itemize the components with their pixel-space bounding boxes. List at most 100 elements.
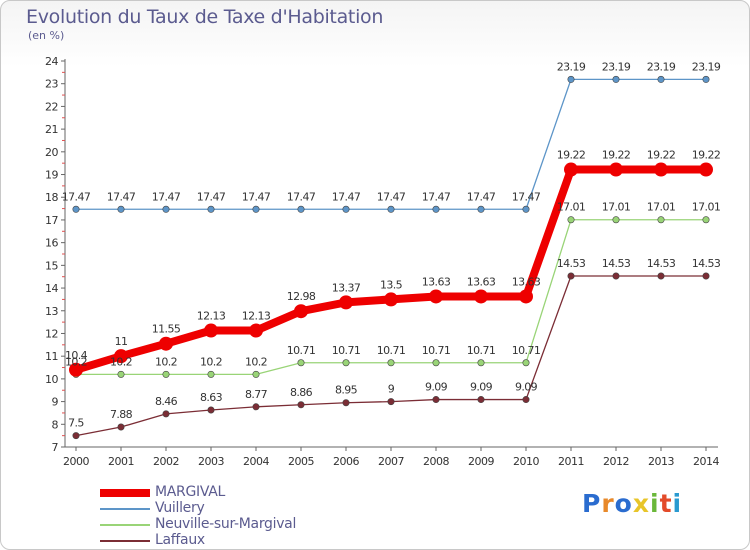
data-label: 14.53 xyxy=(692,257,721,270)
y-tick-label: 11 xyxy=(45,350,58,363)
x-tick-label: 2010 xyxy=(513,455,539,468)
data-point xyxy=(294,304,308,319)
data-point xyxy=(162,370,170,378)
data-label: 23.19 xyxy=(602,60,631,73)
data-label: 8.77 xyxy=(245,388,268,401)
data-label: 19.22 xyxy=(557,149,586,162)
data-point xyxy=(522,359,530,367)
data-point xyxy=(297,401,305,409)
data-label: 19.22 xyxy=(602,149,631,162)
data-point xyxy=(519,289,533,304)
data-label: 17.01 xyxy=(647,201,676,214)
data-point xyxy=(207,370,215,378)
data-label: 10.2 xyxy=(245,355,267,368)
chart-subtitle: (en %) xyxy=(28,29,65,42)
legend-swatch xyxy=(100,508,150,510)
data-point xyxy=(72,205,80,213)
data-point xyxy=(297,359,305,367)
data-label: 10.71 xyxy=(422,344,451,357)
data-point xyxy=(249,323,263,338)
x-tick-label: 2013 xyxy=(648,455,674,468)
data-point xyxy=(564,162,578,177)
data-label: 12.13 xyxy=(242,310,271,323)
data-point xyxy=(477,205,485,213)
data-label: 23.19 xyxy=(557,60,586,73)
data-label: 14.53 xyxy=(557,257,586,270)
data-point xyxy=(207,406,215,414)
data-label: 17.01 xyxy=(557,201,586,214)
y-tick-label: 7 xyxy=(52,441,59,454)
y-tick-label: 18 xyxy=(45,191,58,204)
data-label: 17.47 xyxy=(242,190,271,203)
data-point xyxy=(159,336,173,351)
data-label: 10.2 xyxy=(110,355,132,368)
data-label: 9.09 xyxy=(470,381,493,394)
data-label: 9 xyxy=(388,383,395,396)
legend-swatch xyxy=(100,489,150,497)
x-tick-label: 2011 xyxy=(558,455,584,468)
data-point xyxy=(657,216,665,224)
data-label: 17.47 xyxy=(467,190,496,203)
x-tick-label: 2001 xyxy=(108,455,134,468)
data-point xyxy=(117,370,125,378)
data-point xyxy=(609,162,623,177)
axes: 7 8 9 10 11 12 13 14 15 16 17 18 19 20 21 22 23 24 2000 200… xyxy=(45,55,720,468)
data-label: 10.2 xyxy=(200,355,222,368)
data-point xyxy=(432,359,440,367)
data-point xyxy=(702,216,710,224)
data-label: 14.53 xyxy=(602,257,631,270)
data-label: 13.5 xyxy=(380,278,403,291)
data-label: 17.47 xyxy=(287,190,316,203)
data-label: 12.13 xyxy=(197,310,226,323)
data-label: 8.95 xyxy=(335,384,358,397)
data-point xyxy=(432,205,440,213)
data-point xyxy=(702,272,710,280)
data-point xyxy=(384,292,398,307)
data-label: 14.53 xyxy=(647,257,676,270)
data-label: 9.09 xyxy=(515,381,538,394)
legend-swatch xyxy=(100,540,150,542)
x-tick-label: 2003 xyxy=(198,455,224,468)
data-point xyxy=(114,349,128,364)
y-tick-label: 19 xyxy=(45,169,58,182)
data-label: 23.19 xyxy=(692,60,721,73)
data-point xyxy=(612,272,620,280)
data-point xyxy=(252,205,260,213)
x-tick-label: 2008 xyxy=(423,455,449,468)
data-point xyxy=(69,362,83,377)
legend-label: Vuillery xyxy=(155,500,205,516)
data-label: 17.47 xyxy=(107,190,136,203)
data-label: 17.47 xyxy=(512,190,541,203)
data-point xyxy=(162,205,170,213)
data-label: 13.63 xyxy=(422,275,451,288)
y-tick-label: 16 xyxy=(45,237,58,250)
data-label: 11 xyxy=(115,335,128,348)
logo-letter: P xyxy=(582,489,602,518)
legend-label: MARGIVAL xyxy=(155,484,226,500)
data-label: 8.86 xyxy=(290,386,313,399)
data-label: 11.55 xyxy=(152,323,181,336)
data-label: 10.71 xyxy=(512,344,541,357)
y-tick-label: 24 xyxy=(45,55,58,68)
data-label: 7.88 xyxy=(110,408,133,421)
data-point xyxy=(432,396,440,404)
data-label: 10.71 xyxy=(377,344,406,357)
data-label: 13.37 xyxy=(332,281,361,294)
legend-swatch xyxy=(100,524,150,526)
data-point xyxy=(522,396,530,404)
data-point xyxy=(387,359,395,367)
data-point xyxy=(252,403,260,411)
data-point xyxy=(699,162,713,177)
data-label: 7.5 xyxy=(68,417,84,430)
x-tick-label: 2005 xyxy=(288,455,314,468)
data-point xyxy=(612,216,620,224)
data-point xyxy=(657,75,665,83)
data-point xyxy=(657,272,665,280)
legend-label: Neuville-sur-Margival xyxy=(155,516,297,532)
data-point xyxy=(522,205,530,213)
data-label: 10.2 xyxy=(155,355,177,368)
y-tick-label: 22 xyxy=(45,100,58,113)
data-label: 19.22 xyxy=(692,149,721,162)
data-point xyxy=(342,205,350,213)
data-label: 10.2 xyxy=(65,355,87,368)
